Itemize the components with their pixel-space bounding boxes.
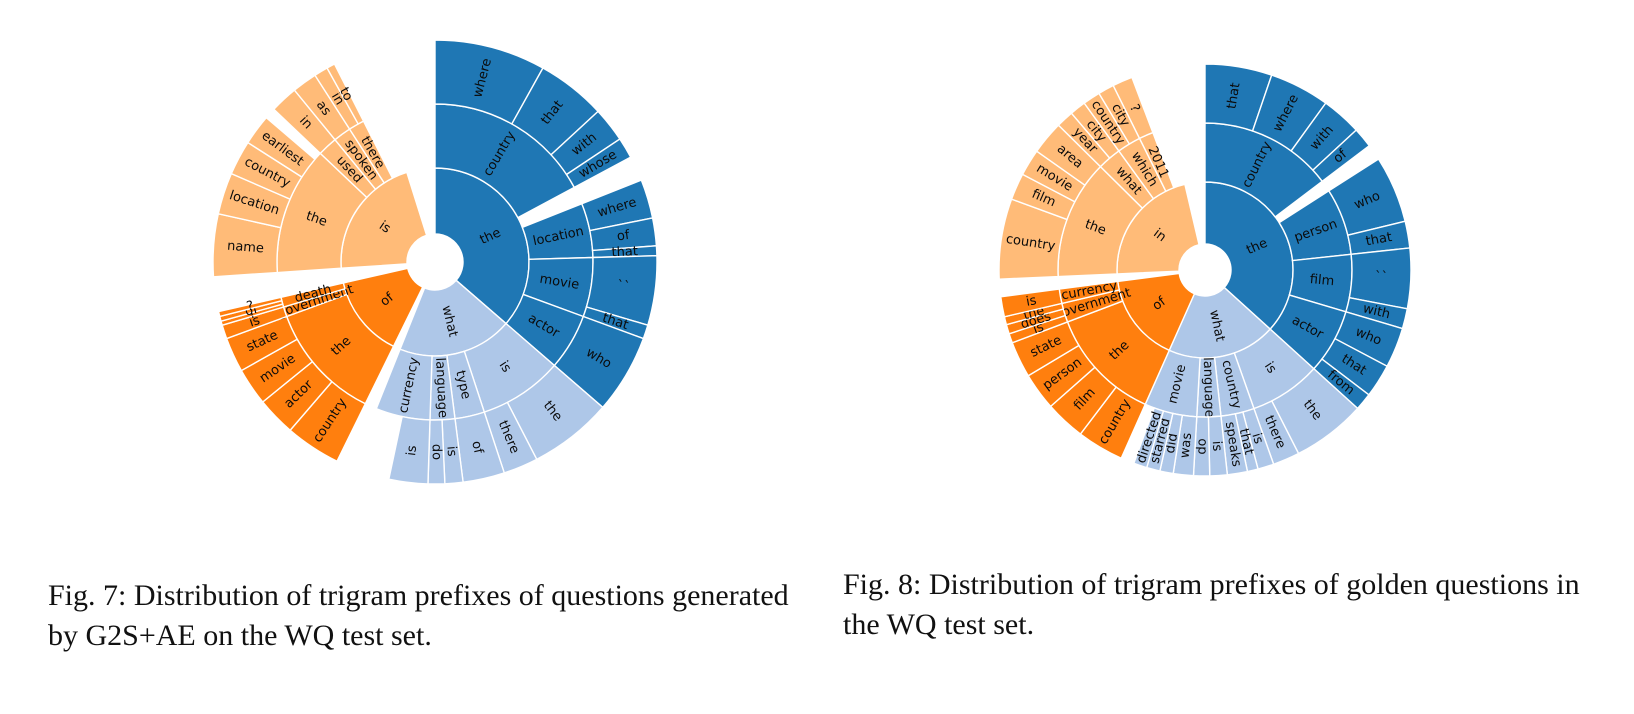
fig8-segment-the-0-film-3-with-1-label: with xyxy=(1361,301,1391,322)
fig8-segment-in-4-the-0-label: the xyxy=(1083,217,1108,239)
fig7-segment-what-1-language-2-do-1-label: do xyxy=(429,444,444,460)
fig8-segment-the-0-country-0-that-0-label: that xyxy=(1224,82,1243,111)
figure-caption-fig7: Fig. 7: Distribution of trigram prefixes… xyxy=(48,579,789,652)
fig7-segment-what-1-type-1-label: type xyxy=(452,369,473,401)
fig8-segment-the-0-film-3-0-label: `` xyxy=(1375,270,1389,286)
figure-caption-fig8: Fig. 8: Distribution of trigram prefixes… xyxy=(843,568,1580,641)
fig7-segment-is-5-the-0-name-0-label: name xyxy=(227,239,265,257)
fig8-segment-what-1-label: what xyxy=(1206,309,1227,343)
fig7-segment-is-5-the-0-earliest-3 xyxy=(246,116,316,178)
fig8-segment-what-1-movie-3-was-0-label: was xyxy=(1178,432,1196,459)
fig7-segment-the-0-movie-3-label: movie xyxy=(538,272,580,293)
fig8-segment-in-4-2011-3-0 xyxy=(1112,76,1154,140)
fig8-segment-the-0-person-2-that-1-label: that xyxy=(1365,230,1394,249)
fig8-segment-what-1-movie-3-directed-3 xyxy=(1132,407,1165,469)
fig8-segment-of-2-currency-2-is-0-label: is xyxy=(1025,293,1038,310)
fig7-segment-is-5-there-3-to-1-label: to xyxy=(336,85,355,104)
fig7-segment-what-1-currency-3-is-0 xyxy=(388,415,431,485)
fig7-segment-the-0-location-2-of-1-label: of xyxy=(616,228,631,245)
fig8-segment-what-1-country-1-is-0-label: is xyxy=(1248,431,1265,446)
fig7-segment-of-3-death-2-0-label: ? xyxy=(247,306,258,322)
sunburst-chart-fig7: thecountrywherethatwithwhoselocationwher… xyxy=(212,39,658,485)
fig7-segment-of-3-government-1-is-0-label: is xyxy=(247,313,262,331)
fig8-segment-what-1-country-1-speaks-2-label: speaks xyxy=(1222,421,1244,468)
fig8-segment-what-1-language-2-is-0-label: is xyxy=(1209,440,1225,452)
fig7-segment-what-1-label: what xyxy=(438,304,460,339)
fig7-segment-what-1-language-2-label: language xyxy=(432,357,450,418)
fig7-segment-is-5-there-3-to-1 xyxy=(326,63,365,125)
fig8-segment-the-0-film-3-label: film xyxy=(1309,272,1335,289)
fig8-segment-what-1-language-2-label: language xyxy=(1200,357,1217,418)
fig8-segment-the-0-country-0-of-3 xyxy=(1311,129,1371,183)
fig7-segment-what-1-currency-3-is-0-label: is xyxy=(404,444,420,456)
fig8-segment-of-2-currency-2-is-0 xyxy=(999,288,1063,318)
fig7-segment-the-0-country-0-whose-3 xyxy=(565,138,632,189)
fig7-segment-is-5-the-0-label: the xyxy=(304,209,329,230)
fig7-segment-what-1-type-1-of-0-label: of xyxy=(468,440,485,456)
fig7-segment-of-3-death-2-2-label: ? xyxy=(245,298,255,314)
fig7-segment-the-0-movie-3-0-label: `` xyxy=(616,278,631,295)
fig8-segment-what-1-language-2-do-1-label: do xyxy=(1194,438,1209,454)
fig7-segment-what-1-language-2-is-0-label: is xyxy=(443,445,459,457)
fig7-segment-of-3-death-2-2 xyxy=(217,296,283,318)
